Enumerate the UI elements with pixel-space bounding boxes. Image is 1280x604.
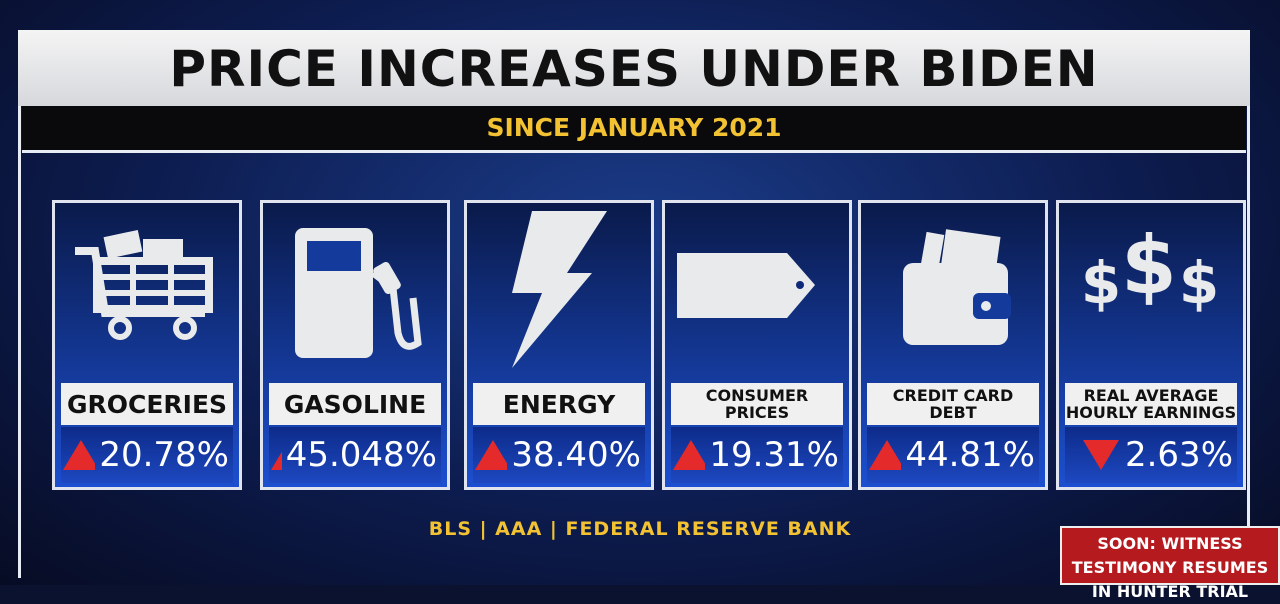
card-value-box: 20.78%: [61, 427, 233, 483]
icon-shape: [307, 241, 361, 271]
icon: $ $ $: [1081, 219, 1219, 317]
icon-shape: [677, 253, 815, 318]
subtitle: SINCE JANUARY 2021: [22, 106, 1246, 153]
icon: [63, 440, 96, 470]
icon-shape: [108, 316, 132, 340]
icon-shape: [373, 261, 401, 295]
icon-shape: [973, 293, 1011, 319]
card-value-box: 45.048%: [269, 427, 441, 483]
stat-card: ENERGY 38.40%: [464, 200, 654, 490]
icon-shape: [903, 263, 1008, 345]
icon: [1082, 440, 1119, 470]
icon: [295, 228, 422, 358]
icon-shape: [512, 211, 607, 368]
icon-shape: [869, 440, 902, 470]
card-value-box: 2.63%: [1065, 427, 1237, 483]
icon-shape: [475, 440, 508, 470]
icon: [512, 211, 607, 368]
source: BLS | AAA | FEDERAL RESERVE BANK: [428, 518, 852, 540]
icon: [75, 229, 213, 340]
card-value: 19.31%: [709, 435, 839, 475]
card-label: REAL AVERAGE HOURLY EARNINGS: [1065, 383, 1237, 425]
card-label: CONSUMER PRICES: [671, 383, 843, 425]
stat-card: GROCERIES 20.78%: [52, 200, 242, 490]
card-label: ENERGY: [473, 383, 645, 425]
icon-shape: [673, 440, 706, 470]
stat-card: CREDIT CARD DEBT 44.81%: [858, 200, 1048, 490]
icon-shape: $: [1081, 249, 1121, 317]
card-label: CREDIT CARD DEBT: [867, 383, 1039, 425]
card-label: GROCERIES: [61, 383, 233, 425]
card-value: 20.78%: [99, 435, 229, 475]
stat-card: GASOLINE 45.048%: [260, 200, 450, 490]
icon: [475, 440, 508, 470]
icon-shape: [940, 229, 1001, 277]
icon-shape: $: [1179, 249, 1219, 317]
card-value: 45.048%: [285, 435, 437, 475]
icon-shape: [93, 257, 213, 313]
icon-shape: [143, 239, 183, 259]
card-value: 38.40%: [511, 435, 641, 475]
icon-shape: [981, 301, 991, 311]
card-label: GASOLINE: [269, 383, 441, 425]
icon: [271, 452, 282, 470]
icon: [673, 440, 706, 470]
card-value: 44.81%: [905, 435, 1035, 475]
card-value-box: 19.31%: [671, 427, 843, 483]
icon-shape: [63, 440, 96, 470]
stat-card: CONSUMER PRICES 19.31%: [662, 200, 852, 490]
icon-shape: $: [1121, 219, 1177, 312]
icon-shape: [173, 316, 197, 340]
icon: [903, 229, 1011, 345]
icon-shape: [919, 231, 945, 275]
icon-shape: [271, 452, 282, 470]
icon: [677, 253, 815, 318]
ticker: SOON: WITNESS TESTIMONY RESUMES IN HUNTE…: [1060, 526, 1280, 601]
icon: [869, 440, 902, 470]
stat-card: $ $ $ REAL AVERAGE HOURLY EARNINGS 2.63%: [1056, 200, 1246, 490]
icon-shape: [1082, 440, 1119, 470]
card-value-box: 38.40%: [473, 427, 645, 483]
title: PRICE INCREASES UNDER BIDEN: [18, 30, 1250, 106]
icon-shape: [103, 229, 143, 259]
card-value: 2.63%: [1124, 435, 1233, 475]
icon-shape: [370, 270, 422, 350]
card-value-box: 44.81%: [867, 427, 1039, 483]
icon-shape: [796, 281, 804, 289]
